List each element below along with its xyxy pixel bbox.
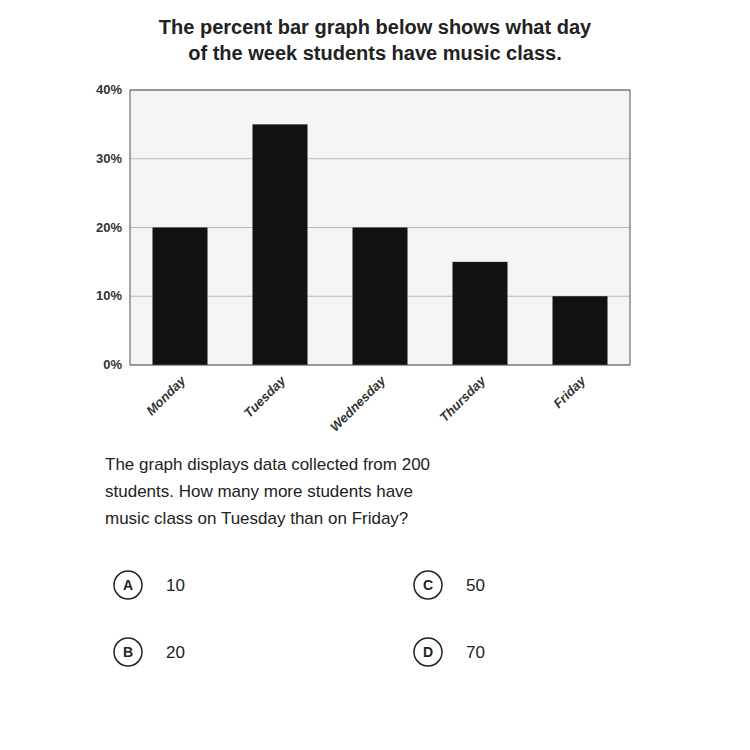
- grid-line: [130, 158, 630, 159]
- question-text: The graph displays data collected from 2…: [105, 455, 430, 528]
- title-line: The percent bar graph below shows what d…: [159, 16, 592, 38]
- bar: [353, 228, 408, 366]
- bar: [153, 228, 208, 366]
- choice-text: 20: [166, 643, 185, 662]
- y-tick-label: 30%: [96, 151, 122, 166]
- bar: [553, 296, 608, 365]
- choice-text: 70: [466, 643, 485, 662]
- y-tick-label: 10%: [96, 288, 122, 303]
- bar: [453, 262, 508, 365]
- plot-frame: [130, 90, 630, 365]
- title: The percent bar graph below shows what d…: [159, 16, 592, 64]
- x-tick-label: Tuesday: [241, 372, 289, 420]
- y-tick-label: 0%: [103, 357, 122, 372]
- bar: [253, 124, 308, 365]
- x-tick-label: Thursday: [437, 372, 490, 425]
- question-line: music class on Tuesday than on Friday?: [105, 509, 408, 528]
- chart-root: The percent bar graph below shows what d…: [0, 0, 750, 750]
- x-tick-label: Wednesday: [327, 372, 389, 434]
- choice-letter: C: [423, 577, 433, 593]
- x-tick-label: Friday: [550, 372, 589, 411]
- choice-circle: [114, 638, 142, 666]
- choice-letter: A: [123, 577, 133, 593]
- choice-circle: [114, 571, 142, 599]
- y-tick-label: 40%: [96, 82, 122, 97]
- y-tick-label: 20%: [96, 220, 122, 235]
- choice-text: 50: [466, 576, 485, 595]
- bars: [153, 124, 608, 365]
- choice-text: 10: [166, 576, 185, 595]
- question-line: The graph displays data collected from 2…: [105, 455, 430, 474]
- title-line: of the week students have music class.: [188, 42, 561, 64]
- choice-letter: D: [423, 644, 433, 660]
- choice-circle: [414, 638, 442, 666]
- plot-background: [130, 90, 630, 365]
- choice-circle: [414, 571, 442, 599]
- question-line: students. How many more students have: [105, 482, 413, 501]
- choice-letter: B: [123, 644, 133, 660]
- x-tick-label: Monday: [143, 372, 189, 418]
